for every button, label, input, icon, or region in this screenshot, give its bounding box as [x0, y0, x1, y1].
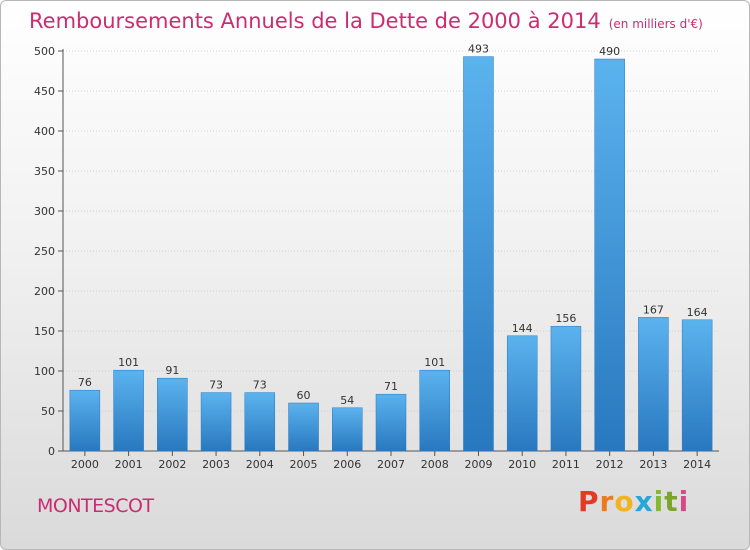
y-tick-label: 250: [34, 245, 55, 258]
x-tick-label: 2011: [552, 458, 580, 471]
x-tick-label: 2009: [464, 458, 492, 471]
y-tick-label: 0: [48, 445, 55, 458]
unit-label: (en milliers d'€): [608, 17, 703, 31]
commune-name: MONTESCOT: [37, 495, 154, 517]
x-tick-label: 2013: [639, 458, 667, 471]
bar: [375, 393, 407, 452]
bar: [419, 369, 450, 452]
y-tick-label: 200: [34, 285, 55, 298]
x-tick-label: 2014: [683, 458, 711, 471]
chart-title: Remboursements Annuels de la Dette de 20…: [29, 9, 703, 33]
bar-value-label: 144: [512, 322, 533, 335]
logo-letter: P: [578, 485, 600, 518]
bar-value-label: 73: [253, 379, 267, 392]
proxiti-logo: Proxiti: [578, 485, 689, 518]
x-tick-label: 2001: [115, 458, 143, 471]
bar: [200, 392, 232, 452]
logo-letter: i: [678, 485, 690, 518]
x-tick-label: 2012: [596, 458, 624, 471]
bar: [332, 407, 363, 452]
bar: [157, 377, 188, 452]
bar-value-label: 76: [78, 376, 92, 389]
bar: [69, 389, 101, 452]
y-tick-label: 350: [34, 165, 55, 178]
logo-letter: o: [614, 485, 635, 518]
bar: [681, 319, 713, 452]
bar-value-label: 490: [599, 45, 620, 58]
bar: [638, 317, 669, 452]
bar-value-label: 167: [643, 303, 664, 316]
x-tick-label: 2010: [508, 458, 536, 471]
bar-value-label: 493: [468, 43, 489, 56]
bar-value-label: 101: [424, 356, 445, 369]
y-tick-label: 500: [34, 45, 55, 58]
y-tick-label: 50: [41, 405, 55, 418]
x-tick-label: 2003: [202, 458, 230, 471]
bar-value-label: 73: [209, 379, 223, 392]
x-tick-label: 2000: [71, 458, 99, 471]
bar-value-label: 91: [165, 364, 179, 377]
bar-value-label: 101: [118, 356, 139, 369]
bar-value-label: 60: [297, 389, 311, 402]
x-tick-label: 2004: [246, 458, 274, 471]
bar: [113, 369, 144, 452]
bar: [594, 58, 625, 452]
y-tick-label: 150: [34, 325, 55, 338]
bar-value-label: 54: [340, 394, 354, 407]
logo-letter: r: [599, 485, 615, 518]
x-tick-label: 2007: [377, 458, 405, 471]
y-tick-label: 400: [34, 125, 55, 138]
x-tick-label: 2005: [290, 458, 318, 471]
y-tick-label: 100: [34, 365, 55, 378]
logo-letter: x: [634, 485, 654, 518]
logo-letter: t: [664, 485, 679, 518]
bar-value-label: 156: [555, 312, 576, 325]
bar: [463, 56, 494, 452]
bar: [550, 325, 582, 452]
x-tick-label: 2002: [158, 458, 186, 471]
bar-value-label: 71: [384, 380, 398, 393]
y-tick-label: 300: [34, 205, 55, 218]
title-text: Remboursements Annuels de la Dette de 20…: [29, 9, 601, 33]
bar: [244, 392, 276, 452]
logo-letter: i: [653, 485, 665, 518]
bar: [506, 335, 538, 452]
bar-value-label: 164: [687, 306, 708, 319]
bar: [288, 402, 319, 452]
x-tick-label: 2008: [421, 458, 449, 471]
y-tick-label: 450: [34, 85, 55, 98]
x-tick-label: 2006: [333, 458, 361, 471]
